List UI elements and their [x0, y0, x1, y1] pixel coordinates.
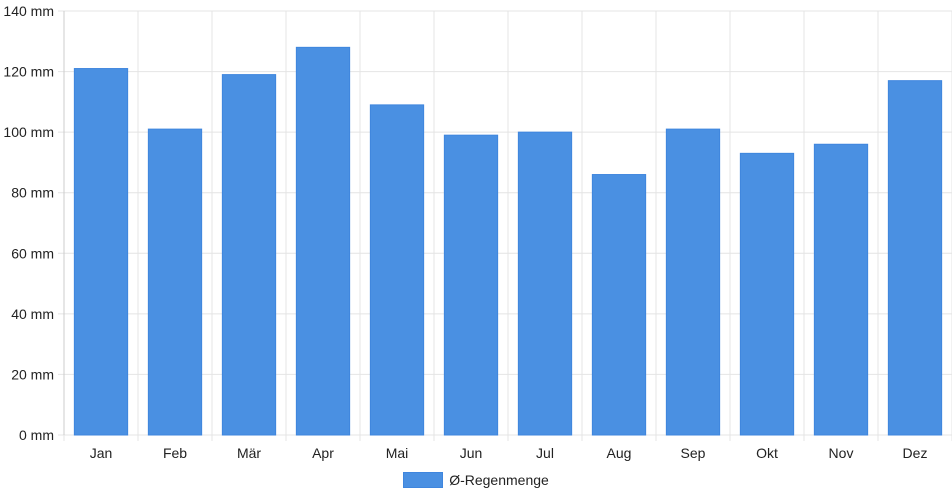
bar[interactable] — [443, 134, 499, 436]
x-tick-label: Jul — [536, 445, 554, 461]
legend-swatch[interactable] — [403, 472, 444, 488]
bar[interactable] — [369, 104, 425, 436]
x-tick-label: Jun — [460, 445, 483, 461]
x-tick-label: Apr — [312, 445, 334, 461]
axes: 0 mm 20 mm 40 mm 60 mm 80 mm 100 mm 120 mm 140 … — [3, 3, 927, 461]
x-tick-label: Okt — [756, 445, 778, 461]
x-tick-label: Aug — [607, 445, 632, 461]
x-tick-label: Dez — [903, 445, 928, 461]
bar-series — [73, 46, 943, 436]
y-tick-label: 100 mm — [3, 124, 54, 140]
y-tick-label: 140 mm — [3, 3, 54, 19]
x-tick-label: Mai — [386, 445, 409, 461]
y-tick-label: 80 mm — [11, 185, 54, 201]
x-tick-label: Feb — [163, 445, 187, 461]
legend-label[interactable]: Ø-Regenmenge — [449, 472, 549, 488]
bar[interactable] — [813, 143, 869, 436]
bar[interactable] — [295, 46, 351, 436]
grid-lines — [58, 10, 952, 441]
bar[interactable] — [887, 80, 943, 436]
bar[interactable] — [517, 131, 573, 436]
y-tick-label: 120 mm — [3, 64, 54, 80]
y-tick-label: 40 mm — [11, 306, 54, 322]
bar[interactable] — [147, 128, 203, 436]
bar[interactable] — [221, 74, 277, 436]
x-tick-label: Sep — [681, 445, 706, 461]
bar[interactable] — [591, 174, 647, 436]
bar[interactable] — [665, 128, 721, 436]
legend[interactable]: Ø-Regenmenge — [0, 472, 952, 488]
bar[interactable] — [73, 68, 129, 436]
y-tick-label: 20 mm — [11, 366, 54, 382]
x-tick-label: Mär — [237, 445, 261, 461]
x-tick-label: Nov — [829, 445, 854, 461]
bar[interactable] — [739, 152, 795, 436]
y-tick-label: 60 mm — [11, 245, 54, 261]
x-tick-label: Jan — [90, 445, 113, 461]
y-tick-label: 0 mm — [19, 427, 54, 443]
